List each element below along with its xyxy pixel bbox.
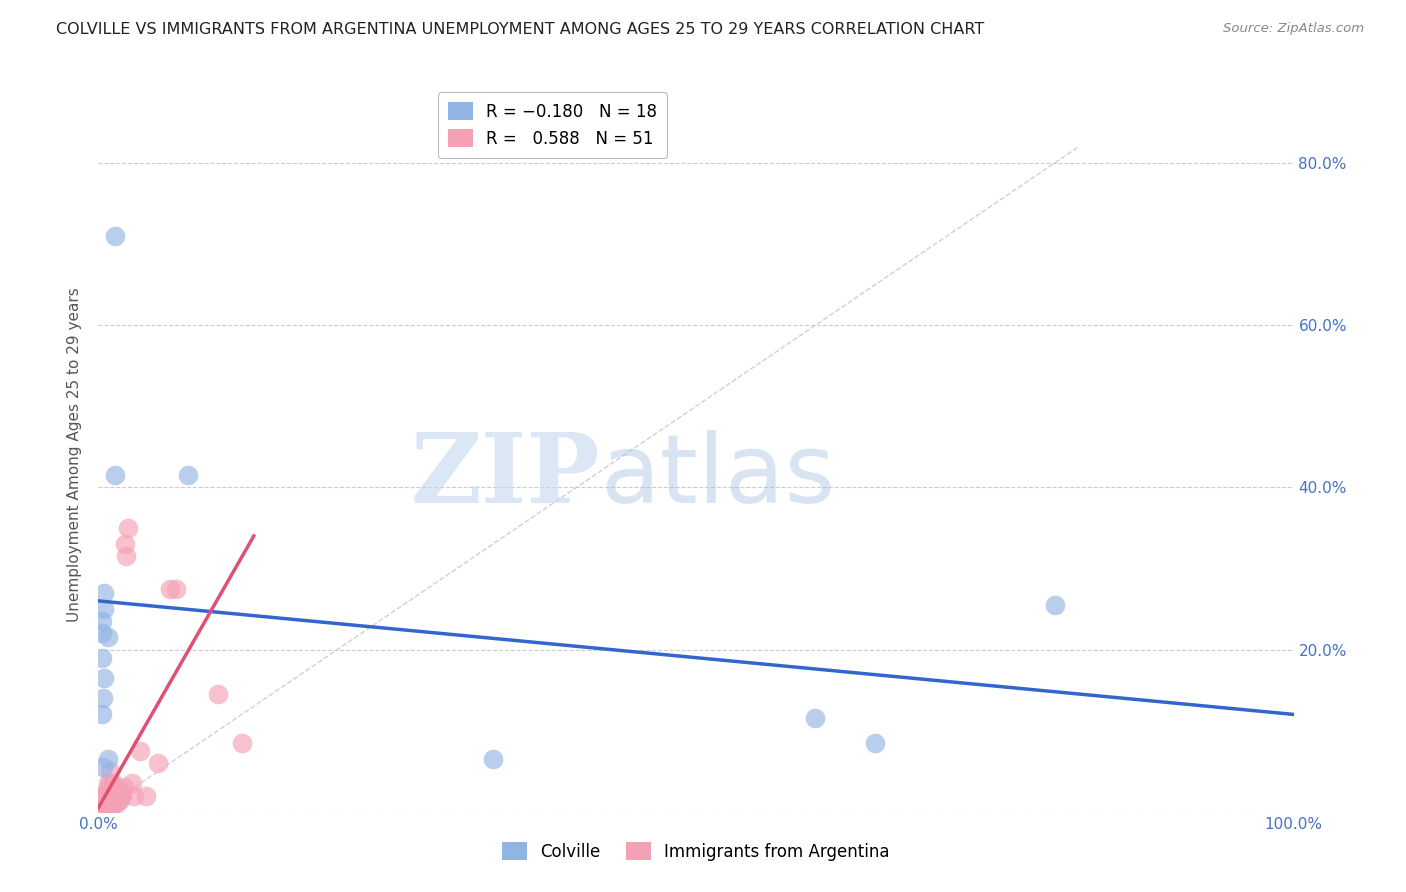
Point (91, 614, 114, 628)
Point (91, 792, 114, 806)
Point (115, 549, 138, 564)
Point (100, 797, 122, 811)
Point (93, 797, 115, 811)
Point (91, 707, 114, 722)
Point (177, 468, 200, 483)
Point (111, 789, 134, 803)
Point (105, 780, 128, 795)
Text: COLVILLE VS IMMIGRANTS FROM ARGENTINA UNEMPLOYMENT AMONG AGES 25 TO 29 YEARS COR: COLVILLE VS IMMIGRANTS FROM ARGENTINA UN… (56, 22, 984, 37)
Point (129, 744, 152, 758)
Point (104, 792, 127, 806)
Point (104, 229, 127, 244)
Point (98, 792, 122, 806)
Point (94, 792, 117, 806)
Point (91, 626, 114, 640)
Point (159, 582, 181, 596)
Point (98, 776, 122, 790)
Text: ZIP: ZIP (411, 429, 600, 524)
Point (165, 582, 187, 596)
Point (104, 789, 127, 803)
Point (90, 792, 112, 806)
Point (117, 521, 139, 535)
Point (101, 792, 124, 806)
Point (107, 789, 129, 803)
Point (91, 789, 114, 803)
Point (98, 764, 122, 779)
Point (121, 776, 143, 790)
Point (97, 631, 120, 645)
Point (94, 797, 117, 811)
Point (97, 776, 120, 790)
Point (108, 792, 131, 806)
Point (112, 780, 135, 795)
Point (97, 752, 120, 766)
Point (100, 789, 122, 803)
Point (104, 468, 127, 483)
Point (96, 792, 118, 806)
Point (110, 789, 132, 803)
Point (91, 650, 114, 665)
Point (481, 752, 505, 766)
Point (98, 797, 121, 811)
Point (107, 784, 129, 798)
Y-axis label: Unemployment Among Ages 25 to 29 years: Unemployment Among Ages 25 to 29 years (67, 287, 83, 623)
Point (148, 756, 170, 770)
Point (98, 789, 121, 803)
Point (91, 797, 114, 811)
Point (97, 792, 120, 806)
Point (93, 671, 115, 685)
Point (1043, 598, 1066, 612)
Point (93, 586, 115, 600)
Point (93, 602, 115, 616)
Point (101, 776, 124, 790)
Point (231, 736, 253, 750)
Point (91, 760, 114, 774)
Point (96, 789, 118, 803)
Point (90, 797, 112, 811)
Point (114, 537, 136, 551)
Point (98, 797, 122, 811)
Text: atlas: atlas (600, 430, 835, 523)
Point (94, 784, 117, 798)
Point (804, 711, 827, 725)
Point (863, 736, 887, 750)
Text: Source: ZipAtlas.com: Source: ZipAtlas.com (1223, 22, 1364, 36)
Point (105, 797, 128, 811)
Point (97, 797, 120, 811)
Legend: Colville, Immigrants from Argentina: Colville, Immigrants from Argentina (495, 836, 897, 868)
Point (135, 789, 157, 803)
Point (124, 789, 146, 803)
Point (107, 792, 129, 806)
Point (91, 792, 114, 806)
Point (91, 691, 114, 706)
Point (93, 789, 115, 803)
Point (207, 687, 229, 701)
Point (96, 797, 118, 811)
Point (103, 797, 125, 811)
